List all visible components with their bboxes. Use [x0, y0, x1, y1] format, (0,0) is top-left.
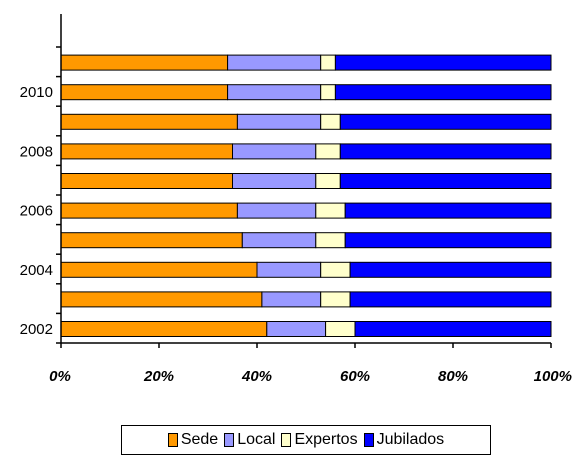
bar-segment-jubilados	[349, 291, 552, 308]
x-tick-label: 20%	[143, 368, 174, 385]
bar-segment-jubilados	[334, 54, 552, 71]
bar-segment-sede	[60, 202, 238, 219]
bar-segment-expertos	[315, 173, 341, 189]
bar-segment-local	[232, 143, 317, 160]
legend-label: Jubilados	[376, 431, 445, 448]
legend-swatch	[167, 433, 178, 447]
legend-label: Expertos	[294, 431, 358, 448]
legend-item-local: Local	[224, 431, 275, 449]
bar-segment-local	[261, 291, 322, 308]
bar-segment-jubilados	[339, 143, 552, 160]
legend-swatch	[281, 433, 292, 447]
bar-segment-expertos	[320, 261, 351, 278]
bar-segment-expertos	[320, 54, 336, 71]
y-tick-label: 2006	[20, 203, 53, 220]
bar-segment-sede	[60, 173, 233, 189]
bar-segment-jubilados	[349, 261, 552, 278]
bar-segment-sede	[60, 84, 229, 101]
bar-segment-local	[227, 84, 322, 101]
bar-segment-jubilados	[334, 84, 552, 101]
legend-item-jubilados: Jubilados	[363, 431, 445, 449]
y-tick-label: 2010	[20, 84, 53, 101]
x-tick-label: 60%	[340, 368, 370, 385]
bar-segment-expertos	[320, 291, 351, 308]
bar-segment-expertos	[315, 232, 346, 249]
bar-segment-expertos	[315, 143, 341, 160]
axes-layer: 2002 2004 2006 2008 2010 0% 20% 40% 60% 80% 100%	[20, 14, 572, 385]
x-tick-label: 80%	[438, 368, 468, 385]
bar-segment-jubilados	[339, 173, 552, 189]
legend-label: Sede	[180, 431, 219, 448]
legend-item-expertos: Expertos	[281, 431, 358, 449]
y-tick-label: 2002	[20, 321, 53, 338]
bar-segment-jubilados	[344, 232, 552, 249]
bar-segment-sede	[60, 232, 243, 249]
legend-swatch	[363, 433, 374, 447]
bar-segment-local	[266, 321, 327, 337]
bar-segment-local	[232, 173, 317, 189]
y-tick-label: 2004	[20, 262, 53, 279]
bar-segment-expertos	[325, 321, 356, 337]
bars-layer	[60, 54, 552, 337]
bar-segment-local	[236, 113, 322, 130]
legend-label: Local	[237, 431, 276, 448]
bar-segment-local	[227, 54, 322, 71]
bar-segment-local	[241, 232, 317, 249]
y-tick-label: 2008	[20, 143, 53, 160]
x-tick-label: 0%	[49, 368, 71, 385]
x-tick-label: 40%	[241, 368, 272, 385]
bar-segment-sede	[60, 143, 233, 160]
bar-segment-jubilados	[354, 321, 552, 337]
stacked-bar-chart: 2002 2004 2006 2008 2010 0% 20% 40% 60% 80% 100%	[20, 14, 572, 385]
bar-segment-sede	[60, 261, 258, 278]
bar-segment-sede	[60, 113, 238, 130]
bar-segment-local	[256, 261, 322, 278]
chart-legend: Sede Local Expertos Jubilados	[121, 425, 491, 455]
legend-item-sede: Sede	[167, 431, 219, 449]
bar-segment-expertos	[320, 113, 341, 130]
bar-segment-sede	[60, 291, 263, 308]
bar-segment-sede	[60, 321, 268, 337]
bar-segment-expertos	[315, 202, 346, 219]
bar-segment-expertos	[320, 84, 336, 101]
bar-segment-jubilados	[339, 113, 552, 130]
bar-segment-sede	[60, 54, 229, 71]
bar-segment-jubilados	[344, 202, 552, 219]
bar-segment-local	[236, 202, 317, 219]
legend-swatch	[224, 433, 235, 447]
x-tick-label: 100%	[534, 368, 572, 385]
